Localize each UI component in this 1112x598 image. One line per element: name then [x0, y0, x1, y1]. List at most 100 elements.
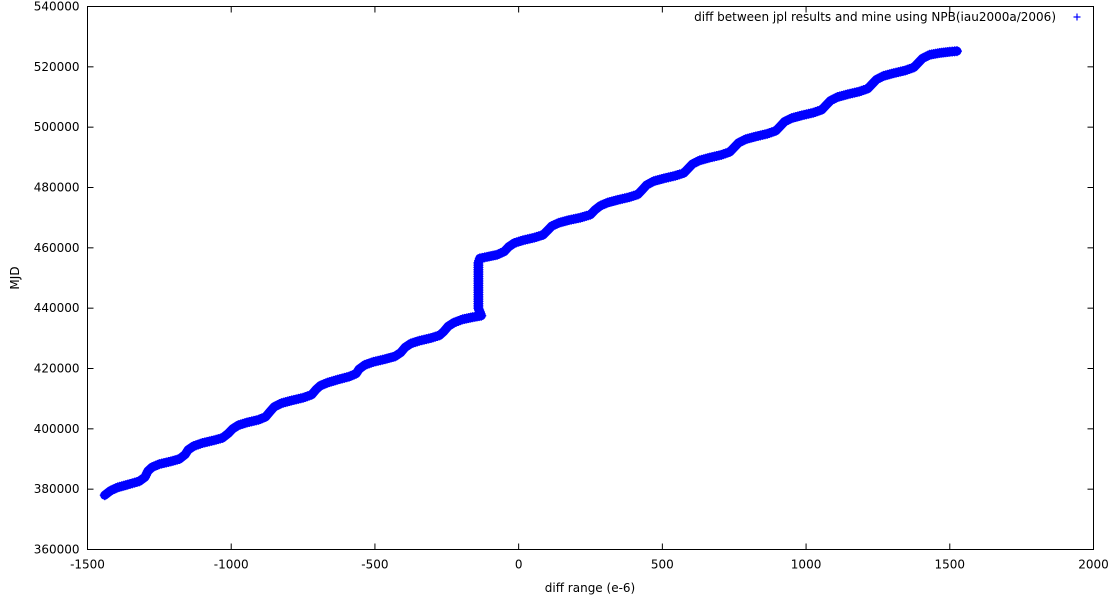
data-point-marker: [152, 459, 163, 470]
data-point-marker: [577, 212, 588, 223]
data-point-marker: [451, 316, 462, 327]
data-point-marker: [300, 392, 311, 403]
data-point-marker: [766, 127, 777, 138]
data-point-marker: [764, 128, 775, 139]
data-point-marker: [529, 232, 540, 243]
data-point-marker: [191, 440, 202, 451]
x-tick-label: 500: [651, 558, 674, 572]
data-point-marker: [579, 211, 590, 222]
data-point-marker: [531, 231, 542, 242]
data-point-marker: [172, 454, 183, 465]
data-point-marker: [131, 476, 142, 487]
data-point-marker: [405, 338, 416, 349]
y-tick-label: 360000: [34, 543, 80, 557]
y-tick-label: 400000: [34, 422, 80, 436]
axis-ticks: -1500 -1000 -500 0 500 1000 1500 2000 360000 3800…: [34, 0, 1109, 572]
data-point-marker: [447, 318, 458, 329]
data-point-marker: [239, 418, 250, 429]
data-point-marker: [716, 149, 727, 160]
data-point-marker: [188, 441, 199, 452]
data-point-marker: [453, 315, 464, 326]
y-tick-label: 540000: [34, 0, 80, 14]
data-point-marker: [186, 442, 197, 453]
data-point-marker: [195, 438, 206, 449]
data-point-marker: [362, 359, 373, 370]
data-point-marker: [408, 337, 419, 348]
data-point-marker: [330, 375, 341, 386]
scatter-series: [99, 46, 962, 501]
data-point-marker: [237, 418, 248, 429]
y-tick-label: 500000: [34, 120, 80, 134]
data-point-marker: [211, 434, 222, 445]
data-point-marker: [448, 317, 459, 328]
data-point-marker: [628, 190, 639, 201]
data-point-marker: [334, 374, 345, 385]
legend-plus-icon: [1073, 13, 1081, 21]
data-point-marker: [302, 391, 313, 402]
legend-label: diff between jpl results and mine using …: [694, 10, 1056, 24]
data-point-marker: [672, 170, 683, 181]
plot-frame: [87, 6, 1094, 550]
legend: diff between jpl results and mine using …: [694, 10, 1081, 24]
data-point-marker: [170, 455, 181, 466]
data-point-marker: [357, 361, 368, 372]
x-tick-label: -1000: [214, 558, 249, 572]
data-point-marker: [139, 472, 150, 483]
data-point-marker: [140, 470, 151, 481]
y-tick-label: 440000: [34, 301, 80, 315]
data-point-marker: [812, 106, 823, 117]
data-point-marker: [624, 192, 635, 203]
data-point-marker: [168, 455, 179, 466]
data-point-marker: [808, 107, 819, 118]
data-point-marker: [762, 128, 773, 139]
data-point-marker: [575, 212, 586, 223]
data-point-marker: [581, 210, 592, 221]
x-tick-label: 2000: [1078, 558, 1109, 572]
data-point-marker: [720, 148, 731, 159]
data-point-marker: [339, 372, 350, 383]
data-point-marker: [513, 236, 524, 247]
data-point-marker: [208, 435, 219, 446]
data-point-marker: [515, 235, 526, 246]
data-point-marker: [359, 359, 370, 370]
data-point-marker: [233, 420, 244, 431]
x-axis-label: diff range (e-6): [545, 581, 635, 595]
data-point-marker: [412, 336, 423, 347]
data-point-marker: [125, 478, 136, 489]
data-point-marker: [337, 373, 348, 384]
data-point-marker: [326, 376, 337, 387]
y-tick-label: 460000: [34, 241, 80, 255]
data-point-marker: [322, 377, 333, 388]
data-point-marker: [129, 477, 140, 488]
data-point-marker: [902, 64, 913, 75]
data-point-marker: [410, 337, 421, 348]
data-point-marker: [951, 46, 962, 57]
y-tick-label: 480000: [34, 181, 80, 195]
data-point-marker: [127, 478, 138, 489]
data-point-marker: [674, 169, 685, 180]
data-point-marker: [670, 170, 681, 181]
data-point-marker: [364, 358, 375, 369]
data-point-marker: [425, 333, 436, 344]
data-point-marker: [473, 257, 484, 268]
data-point-marker: [509, 238, 520, 249]
data-point-marker: [507, 239, 518, 250]
data-point-marker: [810, 106, 821, 117]
data-point-marker: [900, 65, 911, 76]
data-point-marker: [332, 374, 343, 385]
data-point-marker: [235, 419, 246, 430]
data-point-marker: [533, 231, 544, 242]
data-point-marker: [341, 372, 352, 383]
data-point-marker: [474, 305, 485, 316]
x-tick-label: 1500: [935, 558, 966, 572]
legend-marker: [1073, 13, 1081, 21]
data-point-marker: [165, 456, 176, 467]
y-axis-label: MJD: [8, 266, 22, 289]
data-point-marker: [626, 191, 637, 202]
data-point-marker: [403, 339, 414, 350]
x-tick-label: -500: [361, 558, 388, 572]
data-point-marker: [904, 63, 915, 74]
y-tick-label: 380000: [34, 482, 80, 496]
data-point-marker: [193, 439, 204, 450]
